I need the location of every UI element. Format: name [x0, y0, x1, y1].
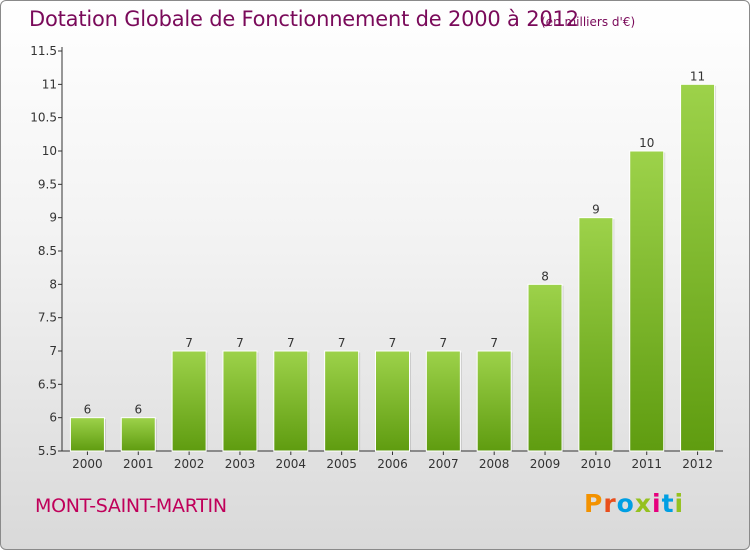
bar: [324, 350, 360, 452]
logo-letter: x: [634, 489, 652, 518]
data-label: 7: [236, 336, 244, 350]
x-tick-label: 2000: [72, 457, 103, 471]
x-tick-label: 2010: [581, 457, 612, 471]
data-label: 7: [185, 336, 193, 350]
bar: [425, 350, 461, 452]
chart-title: Dotation Globale de Fonctionnement de 20…: [29, 7, 579, 31]
bar: [527, 283, 563, 452]
x-tick-label: 2009: [530, 457, 561, 471]
logo-letter: i: [652, 489, 662, 518]
logo-letter: r: [603, 489, 617, 518]
x-tick-label: 2011: [631, 457, 662, 471]
data-labels: 6 6 7 7 7 7 7 7 7 8 9 10 11: [84, 69, 706, 416]
y-tick-label: 7.5: [38, 311, 57, 325]
x-tick-label: 2002: [174, 457, 205, 471]
bar: [69, 417, 105, 452]
y-tick-label: 7: [49, 344, 57, 358]
y-tick-label: 11: [42, 77, 57, 91]
x-tick-label: 2005: [326, 457, 357, 471]
x-tick-label: 2004: [276, 457, 307, 471]
logo-letter: t: [661, 489, 675, 518]
x-tick-label: 2003: [225, 457, 256, 471]
data-label: 9: [592, 203, 600, 217]
y-tick-label: 8: [49, 277, 57, 291]
data-label: 6: [84, 403, 92, 417]
data-label: 11: [690, 69, 705, 83]
y-tick-label: 5.5: [38, 444, 57, 458]
bar: [120, 417, 156, 452]
bar: [629, 150, 665, 452]
y-tick-label: 11.5: [30, 44, 57, 58]
x-tick-label: 2001: [123, 457, 154, 471]
data-label: 7: [338, 336, 346, 350]
data-label: 6: [134, 403, 142, 417]
y-tick-label: 10.5: [30, 111, 57, 125]
logo-letter: o: [616, 489, 635, 518]
bars: [69, 83, 717, 452]
bar: [273, 350, 309, 452]
axes: 5.5 6 6.5 7 7.5 8 8.5 9 9.5 10 10.5 11 11.5 2000 2001 2…: [30, 44, 723, 471]
data-label: 7: [389, 336, 397, 350]
bar: [222, 350, 258, 452]
logo-letter: i: [674, 489, 685, 518]
x-tick-label: 2007: [428, 457, 459, 471]
data-label: 7: [287, 336, 295, 350]
commune-name: MONT-SAINT-MARTIN: [35, 495, 227, 517]
x-tick-label: 2008: [479, 457, 510, 471]
data-label: 7: [440, 336, 448, 350]
y-tick-label: 6.5: [38, 377, 57, 391]
data-label: 8: [541, 269, 549, 283]
bar: [578, 217, 614, 452]
logo-letter: P: [584, 489, 604, 518]
bar: [375, 350, 410, 452]
chart-unit: (en milliers d'€): [541, 15, 636, 29]
y-tick-label: 9.5: [38, 177, 57, 191]
y-tick-label: 8.5: [38, 244, 57, 258]
bar: [171, 350, 207, 452]
data-label: 10: [639, 136, 654, 150]
x-tick-label: 2012: [682, 457, 713, 471]
y-tick-label: 6: [49, 411, 57, 425]
data-label: 7: [490, 336, 498, 350]
bar: [680, 83, 716, 452]
x-tick-label: 2006: [377, 457, 408, 471]
y-tick-label: 9: [49, 211, 57, 225]
bar: [476, 350, 512, 452]
y-tick-label: 10: [42, 144, 57, 158]
proxiti-logo: Proxiti: [584, 489, 684, 518]
